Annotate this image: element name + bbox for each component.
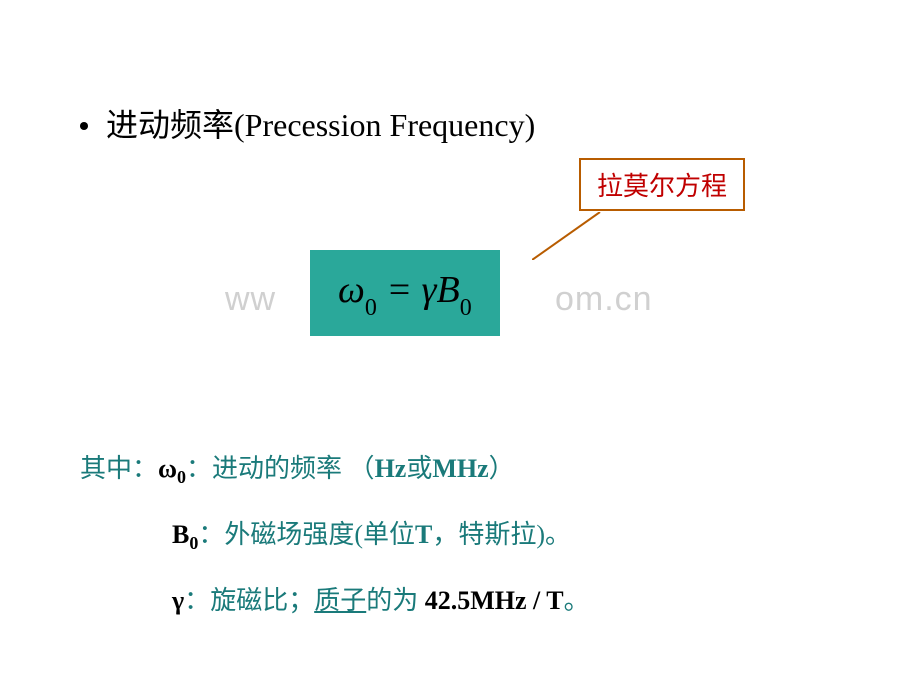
- def2-symbol-sub: 0: [189, 533, 198, 553]
- def3-colon: ：: [184, 586, 210, 615]
- title-line: 进动频率(Precession Frequency): [80, 100, 840, 146]
- definitions-block: 其中：ω0：进动的频率 （Hz或MHz） B0：外磁场强度(单位T，特斯拉)。 …: [80, 440, 590, 637]
- def3-value: 42.5MHz / T: [425, 586, 564, 615]
- def2-symbol: B: [172, 520, 189, 549]
- callout-label: 拉莫尔方程: [597, 172, 727, 201]
- def2-unit: T: [415, 520, 432, 549]
- callout-connector-line: [532, 212, 602, 260]
- def3-period: 。: [564, 586, 590, 615]
- def1-unit1: Hz: [375, 454, 407, 483]
- def1-or: 或: [406, 454, 432, 483]
- watermark-left: ww: [225, 280, 276, 319]
- formula-B-sub: 0: [460, 295, 472, 321]
- formula-box: ω0 = γB0: [310, 250, 500, 336]
- def2-colon: ：: [198, 520, 224, 549]
- def1-unit2: MHz: [432, 454, 488, 483]
- def3-proton: 质子: [314, 586, 366, 615]
- def-prefix: 其中：: [80, 454, 158, 483]
- bullet-icon: [80, 122, 88, 130]
- formula-gamma: γ: [422, 269, 437, 311]
- formula-B: B: [436, 269, 459, 311]
- callout-box: 拉莫尔方程: [579, 158, 745, 211]
- watermark-right: om.cn: [555, 280, 653, 319]
- formula-equals: =: [377, 269, 422, 311]
- slide-content: 进动频率(Precession Frequency) 拉莫尔方程 ww ω0 =…: [0, 0, 920, 146]
- def1-symbol-sub: 0: [177, 467, 186, 487]
- def2-desc: 外磁场强度(单位: [224, 520, 415, 549]
- def1-colon: ：: [186, 454, 212, 483]
- def1-symbol: ω: [158, 454, 177, 483]
- definition-line-2: B0：外磁场强度(单位T，特斯拉)。: [172, 506, 590, 564]
- def1-desc: 进动的频率 （: [212, 454, 375, 483]
- def1-close: ）: [489, 454, 515, 483]
- def3-desc1: 旋磁比；: [210, 586, 314, 615]
- definition-line-3: γ：旋磁比；质子的为 42.5MHz / T。: [172, 572, 590, 629]
- formula-omega-sub: 0: [365, 295, 377, 321]
- definition-line-1: 其中：ω0：进动的频率 （Hz或MHz）: [80, 440, 590, 498]
- def2-suffix: ，特斯拉)。: [432, 520, 571, 549]
- title-text: 进动频率(Precession Frequency): [106, 107, 535, 143]
- formula-omega: ω: [338, 269, 365, 311]
- def3-desc2: 的为: [366, 586, 425, 615]
- def3-symbol: γ: [172, 586, 184, 615]
